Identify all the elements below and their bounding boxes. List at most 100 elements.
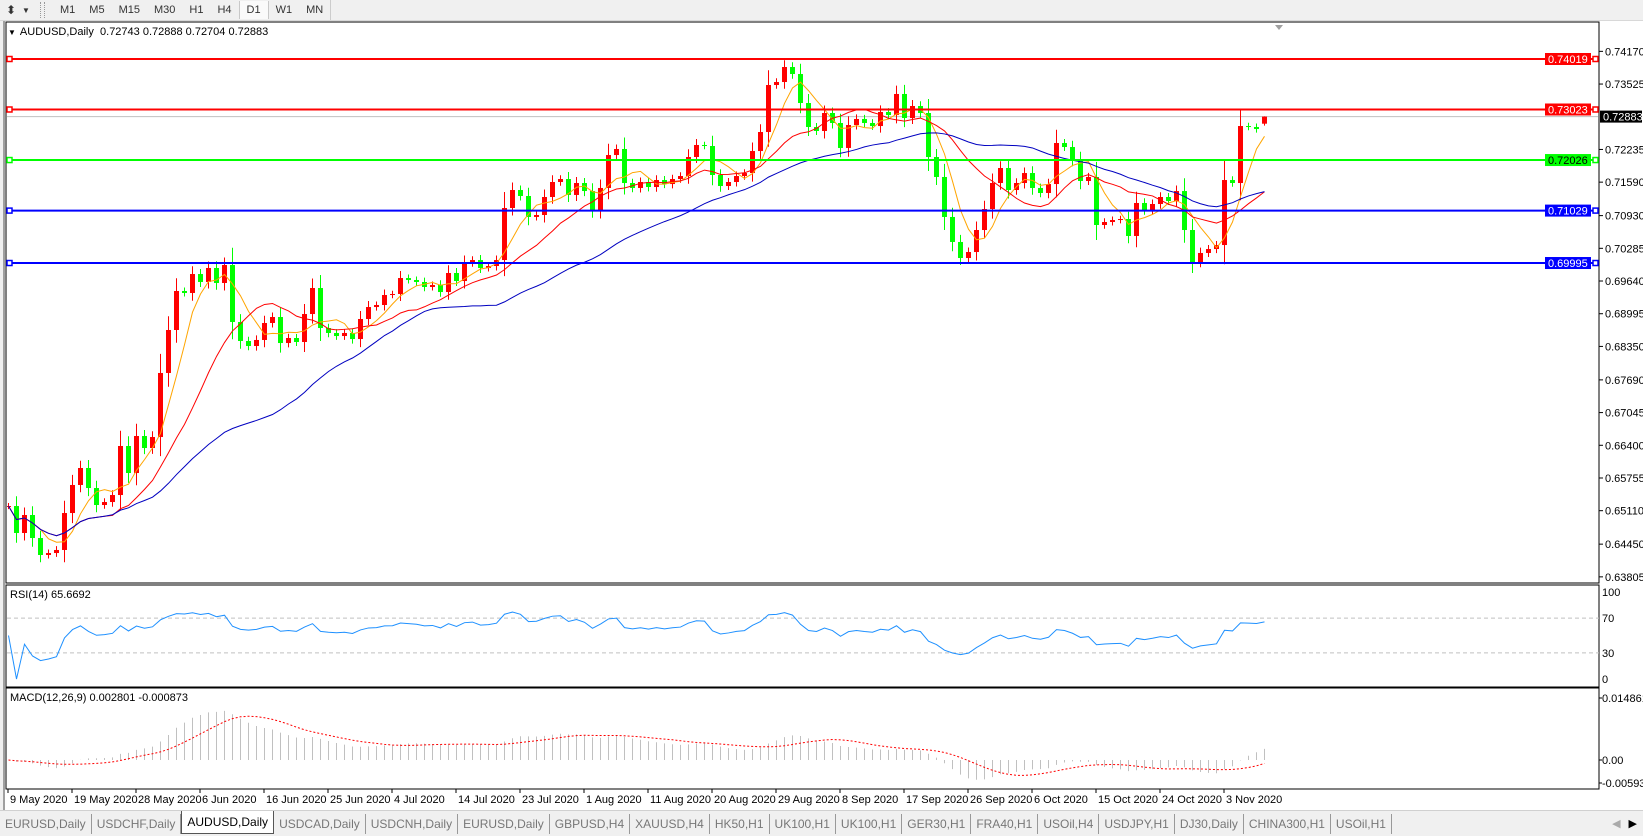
timeframe-buttons: M1 M5 M15 M30 H1 H4 D1 W1 MN: [53, 0, 332, 20]
candle-body: [270, 317, 275, 323]
hline-anchor-right[interactable]: [1592, 106, 1599, 113]
chart-tab[interactable]: DJ30,Daily: [1175, 813, 1244, 834]
chart-tab[interactable]: USDCAD,Daily: [274, 813, 366, 834]
chevron-down-icon[interactable]: ▼: [22, 5, 30, 15]
candle-body: [278, 317, 283, 344]
candle-body: [318, 288, 323, 329]
timeframe-h4[interactable]: H4: [217, 4, 232, 16]
chart-tab[interactable]: USDJPY,H1: [1099, 813, 1175, 834]
chart-tab[interactable]: EURUSD,Daily: [458, 813, 550, 834]
timeframe-m1[interactable]: M1: [60, 4, 76, 16]
date-tick-label: 1 Aug 2020: [586, 794, 642, 806]
hline-anchor-left[interactable]: [6, 207, 13, 214]
chart-tab[interactable]: AUDUSD,Daily: [181, 810, 275, 834]
hline-price-label: 0.69995: [1548, 258, 1588, 270]
caret-down-icon[interactable]: ▼: [8, 28, 16, 37]
chart-tab[interactable]: CHINA300,H1: [1244, 813, 1331, 834]
hline-anchor-left[interactable]: [6, 106, 13, 113]
timeframe-h1[interactable]: H1: [189, 4, 204, 16]
candle-body: [518, 190, 523, 196]
candle-body: [582, 183, 587, 192]
candle-body: [294, 338, 299, 343]
candle-body: [78, 467, 83, 485]
hline-anchor-left[interactable]: [6, 259, 13, 267]
hline-price-label: 0.72026: [1548, 155, 1588, 167]
date-tick-label: 14 Jul 2020: [458, 794, 515, 806]
chart-shift-marker[interactable]: [1275, 25, 1283, 30]
timeframe-d1[interactable]: D1: [238, 1, 269, 19]
chart-tab[interactable]: XAUUSD,H4: [630, 813, 710, 834]
candle-body: [1198, 252, 1203, 263]
hline-anchor-left[interactable]: [6, 55, 13, 63]
price-tick-label: 0.65755: [1605, 473, 1643, 485]
scroll-left-icon[interactable]: ◀: [1612, 818, 1621, 830]
candle-body: [102, 502, 107, 506]
chart-tab[interactable]: USOil,H4: [1038, 813, 1100, 834]
date-tick-label: 19 May 2020: [74, 794, 138, 806]
candle-body: [750, 151, 755, 174]
macd-label: MACD(12,26,9) 0.002801 -0.000873: [10, 692, 188, 704]
hline-price-box: [1545, 257, 1591, 270]
candle-body: [550, 181, 555, 198]
candle-body: [798, 74, 803, 104]
hline-anchor-right[interactable]: [1592, 259, 1599, 267]
date-tick-label: 6 Jun 2020: [202, 794, 256, 806]
moving-average-line: [8, 108, 1265, 537]
candle-body: [950, 216, 955, 242]
date-tick-label: 23 Jul 2020: [522, 794, 579, 806]
date-tick-label: 17 Sep 2020: [906, 794, 968, 806]
price-tick-label: 0.65110: [1605, 506, 1643, 518]
hline-anchor-right[interactable]: [1592, 207, 1599, 214]
candle-body: [718, 175, 723, 187]
chart-tab[interactable]: HK50,H1: [710, 813, 770, 834]
candle-body: [126, 445, 131, 474]
candle-body: [1126, 219, 1131, 236]
date-tick-label: 24 Oct 2020: [1162, 794, 1222, 806]
chart-tab[interactable]: USDCNH,Daily: [366, 813, 459, 834]
hline-anchor-right[interactable]: [1592, 156, 1599, 164]
chart-tab[interactable]: GBPUSD,H4: [550, 813, 631, 834]
candle-body: [854, 118, 859, 126]
candle-body: [382, 295, 387, 305]
chart-tab[interactable]: USDCHF,Daily: [92, 813, 182, 834]
line-tools-icon[interactable]: ⬍: [5, 3, 17, 17]
candle-body: [462, 263, 467, 282]
macd-tick-label: -0.005938: [1602, 778, 1643, 790]
chart-tab[interactable]: FRA40,H1: [971, 813, 1039, 834]
toolbar-grip[interactable]: [40, 2, 45, 18]
date-tick-label: 11 Aug 2020: [650, 794, 711, 806]
chart-tab[interactable]: USOil,H1: [1331, 813, 1392, 834]
candle-body: [254, 339, 259, 347]
candle-body: [174, 291, 179, 330]
candle-body: [1046, 184, 1051, 194]
candle-body: [158, 372, 163, 438]
price-tick-label: 0.68995: [1605, 309, 1643, 321]
hline-anchor-right[interactable]: [1592, 55, 1599, 63]
tab-scroll: ◀ ▶: [1612, 817, 1637, 830]
timeframe-m30[interactable]: M30: [153, 4, 176, 16]
timeframe-m15[interactable]: M15: [118, 4, 140, 16]
candle-body: [638, 181, 643, 188]
hline-anchor-left[interactable]: [6, 156, 13, 164]
chart-header: ▼ AUDUSD,Daily 0.72743 0.72888 0.72704 0.…: [8, 26, 268, 38]
candle-body: [94, 488, 99, 506]
chart-tab[interactable]: UK100,H1: [836, 813, 903, 834]
candle-body: [694, 144, 699, 158]
candle-body: [470, 260, 475, 264]
chart-tab[interactable]: GER30,H1: [902, 813, 972, 834]
candle-body: [534, 215, 539, 217]
chart-tab[interactable]: UK100,H1: [770, 813, 836, 834]
timeframe-mn[interactable]: MN: [306, 4, 324, 16]
timeframe-m5[interactable]: M5: [89, 4, 105, 16]
candle-body: [30, 514, 35, 539]
timeframe-w1[interactable]: W1: [275, 4, 293, 16]
candle-body: [1190, 230, 1195, 263]
candle-body: [790, 67, 795, 75]
macd-tick-label: 0.014861: [1602, 693, 1643, 705]
scroll-right-icon[interactable]: ▶: [1628, 818, 1637, 830]
chart-tab[interactable]: EURUSD,Daily: [0, 813, 92, 834]
candle-body: [366, 307, 371, 319]
price-tick-label: 0.71590: [1605, 177, 1643, 189]
candle-body: [414, 280, 419, 282]
